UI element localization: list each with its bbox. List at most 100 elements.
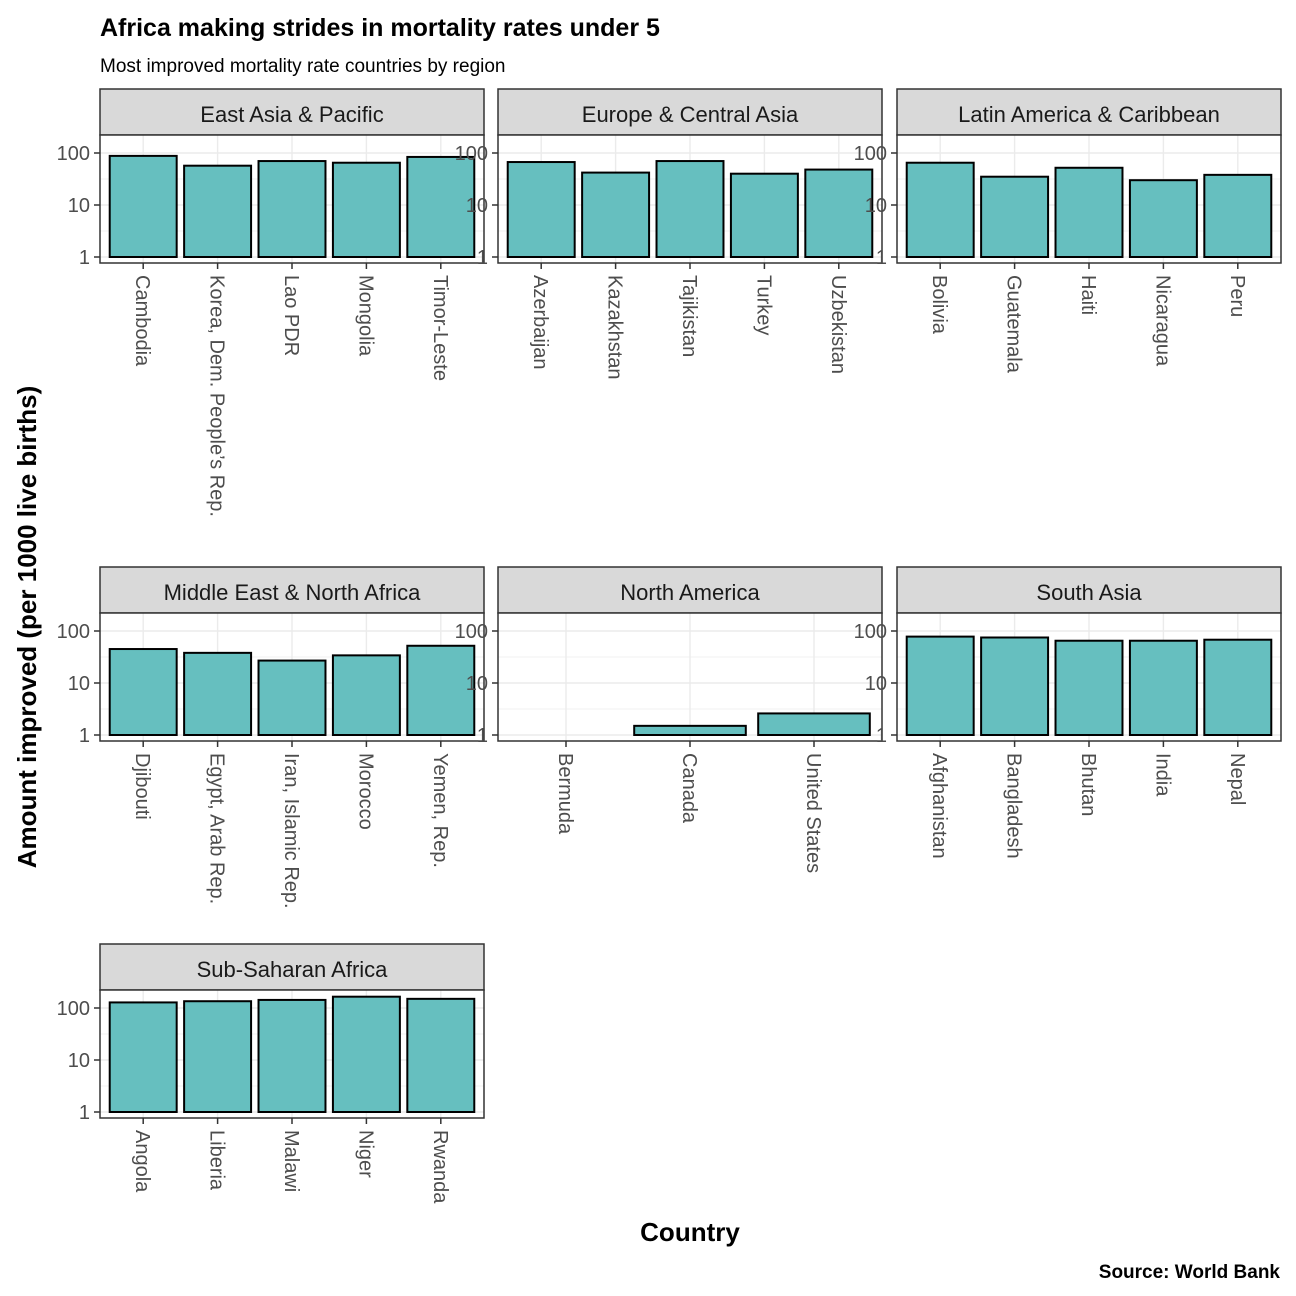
- facet-strip-label: North America: [620, 580, 760, 605]
- x-tick-label: Azerbaijan: [529, 275, 551, 370]
- bar: [581, 171, 651, 258]
- y-tick-label: 1: [79, 247, 90, 269]
- facet-panel: Latin America & Caribbean 1 10 100 Bolivia Gu…: [854, 88, 1282, 374]
- x-tick-label: Angola: [131, 1130, 153, 1193]
- y-tick-label: 100: [455, 621, 488, 643]
- x-tick-label: Malawi: [280, 1130, 302, 1192]
- x-tick-label: Peru: [1226, 275, 1248, 317]
- bar: [183, 1000, 253, 1114]
- x-tick-label: Nepal: [1226, 753, 1248, 805]
- facet-panel: South Asia 1 10 100 Afghanistan Bangladesh Bhu…: [854, 566, 1282, 859]
- x-tick-label: Egypt, Arab Rep.: [206, 753, 228, 904]
- bar: [757, 712, 871, 736]
- facet-panel: North America 1 10 100 Bermuda Canada United S…: [455, 566, 883, 873]
- facet-strip: [99, 88, 485, 136]
- x-tick-label: Kazakhstan: [604, 275, 626, 380]
- y-tick-label: 100: [57, 621, 90, 643]
- y-tick-label: 10: [466, 673, 488, 695]
- y-tick-label: 10: [68, 1050, 90, 1072]
- bar: [905, 161, 975, 258]
- y-tick-label: 1: [79, 1102, 90, 1124]
- bar: [980, 175, 1050, 259]
- x-tick-label: Bolivia: [928, 275, 950, 335]
- bar: [108, 648, 178, 737]
- facet-strip-label: Sub-Saharan Africa: [197, 957, 389, 982]
- facet-strip: [896, 566, 1282, 614]
- y-tick-label: 100: [455, 143, 488, 165]
- facet-strip-label: East Asia & Pacific: [200, 102, 383, 127]
- bar: [331, 995, 401, 1114]
- y-axis-title: Amount improved (per 1000 live births): [12, 386, 42, 869]
- bar: [1128, 639, 1198, 737]
- x-tick-label: Turkey: [752, 275, 774, 335]
- bar: [257, 659, 327, 737]
- bar: [804, 168, 874, 258]
- y-tick-label: 1: [477, 247, 488, 269]
- x-tick-label: United States: [802, 753, 824, 873]
- facet-panel: Middle East & North Africa 1 10 100 Djibouti…: [57, 566, 485, 909]
- x-tick-label: Afghanistan: [928, 753, 950, 859]
- x-tick-label: Djibouti: [131, 753, 153, 820]
- y-tick-label: 10: [865, 195, 887, 217]
- x-tick-label: Tajikistan: [678, 275, 700, 357]
- bar: [406, 997, 476, 1114]
- facet-strip-label: South Asia: [1036, 580, 1142, 605]
- facet-strip: [497, 88, 883, 136]
- y-tick-label: 100: [854, 143, 887, 165]
- bar: [257, 998, 327, 1114]
- y-tick-label: 1: [876, 247, 887, 269]
- y-tick-label: 10: [466, 195, 488, 217]
- x-tick-label: Rwanda: [429, 1130, 451, 1204]
- y-tick-label: 1: [876, 725, 887, 747]
- bar: [331, 654, 401, 736]
- bar: [729, 172, 799, 259]
- x-tick-label: Korea, Dem. People’s Rep.: [206, 275, 228, 517]
- x-tick-label: Lao PDR: [280, 275, 302, 356]
- x-tick-label: Niger: [354, 1130, 376, 1178]
- bar: [1203, 173, 1273, 259]
- y-tick-label: 100: [854, 621, 887, 643]
- y-tick-label: 1: [477, 725, 488, 747]
- bar: [183, 651, 253, 737]
- bar: [331, 161, 401, 258]
- bar: [257, 160, 327, 258]
- x-tick-label: Uzbekistan: [827, 275, 849, 374]
- x-tick-label: Mongolia: [354, 275, 376, 357]
- x-tick-label: Yemen, Rep.: [429, 753, 451, 868]
- bar: [108, 1001, 178, 1114]
- y-tick-label: 100: [57, 998, 90, 1020]
- x-axis-title: Country: [640, 1217, 740, 1247]
- bar: [1203, 638, 1273, 736]
- bar: [633, 724, 747, 737]
- x-tick-label: Liberia: [206, 1130, 228, 1191]
- y-tick-label: 100: [57, 143, 90, 165]
- bar: [1054, 166, 1124, 258]
- bar: [108, 154, 178, 258]
- y-tick-label: 1: [79, 725, 90, 747]
- x-tick-label: Bangladesh: [1003, 753, 1025, 859]
- bar: [406, 155, 476, 258]
- bar: [655, 160, 725, 258]
- x-tick-label: Haiti: [1077, 275, 1099, 315]
- facet-strip: [99, 943, 485, 991]
- y-tick-label: 10: [865, 673, 887, 695]
- y-tick-label: 10: [68, 673, 90, 695]
- x-tick-label: Bhutan: [1077, 753, 1099, 816]
- facet-panel: Sub-Saharan Africa 1 10 100 Angola Liberia Mal…: [57, 943, 485, 1204]
- facet-strip-label: Europe & Central Asia: [582, 102, 799, 127]
- bar: [980, 636, 1050, 737]
- x-tick-label: Canada: [678, 753, 700, 824]
- bar: [905, 635, 975, 736]
- bar: [406, 644, 476, 736]
- chart-caption: Source: World Bank: [1099, 1262, 1281, 1283]
- chart-subtitle: Most improved mortality rate countries b…: [100, 56, 506, 77]
- y-tick-label: 10: [68, 195, 90, 217]
- facet-strip-label: Latin America & Caribbean: [958, 102, 1220, 127]
- facet-panel: Europe & Central Asia 1 10 100 Azerbaijan Kaz…: [455, 88, 883, 380]
- x-tick-label: India: [1151, 753, 1173, 797]
- bar: [1128, 179, 1198, 258]
- facet-strip-label: Middle East & North Africa: [164, 580, 422, 605]
- x-tick-label: Iran, Islamic Rep.: [280, 753, 302, 909]
- x-tick-label: Timor-Leste: [429, 275, 451, 381]
